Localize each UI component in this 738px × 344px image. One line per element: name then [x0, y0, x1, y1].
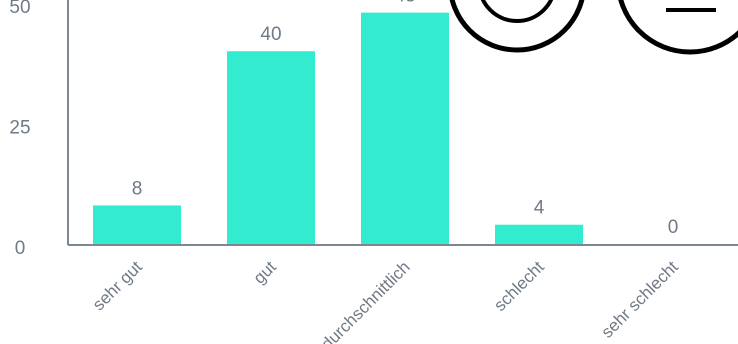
bar [361, 12, 449, 245]
bars [93, 12, 583, 245]
x-tick-label: sehr schlecht [598, 257, 682, 341]
bar-value-label: 8 [132, 178, 143, 199]
bar-value-label: 48 [394, 0, 415, 7]
y-tick-label: 25 [9, 118, 30, 139]
x-tick-label: schlecht [490, 257, 548, 315]
bar [495, 224, 583, 244]
bar-value-label: 40 [260, 24, 281, 45]
bar-value-label: 0 [668, 217, 679, 238]
bar-value-label: 4 [534, 198, 545, 219]
x-axis-labels: sehr gut gut durchschnittlich schlecht sehr … [89, 257, 682, 344]
value-labels: 8404840 [132, 0, 679, 238]
x-tick-label: durchschnittlich [318, 257, 414, 344]
neutral-face-icon [449, 0, 585, 53]
y-axis: 0 25 50 [9, 0, 30, 259]
x-tick-label: sehr gut [89, 257, 146, 314]
bar [227, 51, 315, 245]
y-tick-label: 50 [9, 0, 30, 18]
bar [93, 205, 181, 244]
y-tick-label: 0 [15, 238, 26, 259]
sad-face-icon [618, 0, 738, 55]
x-tick-label: gut [250, 257, 280, 287]
